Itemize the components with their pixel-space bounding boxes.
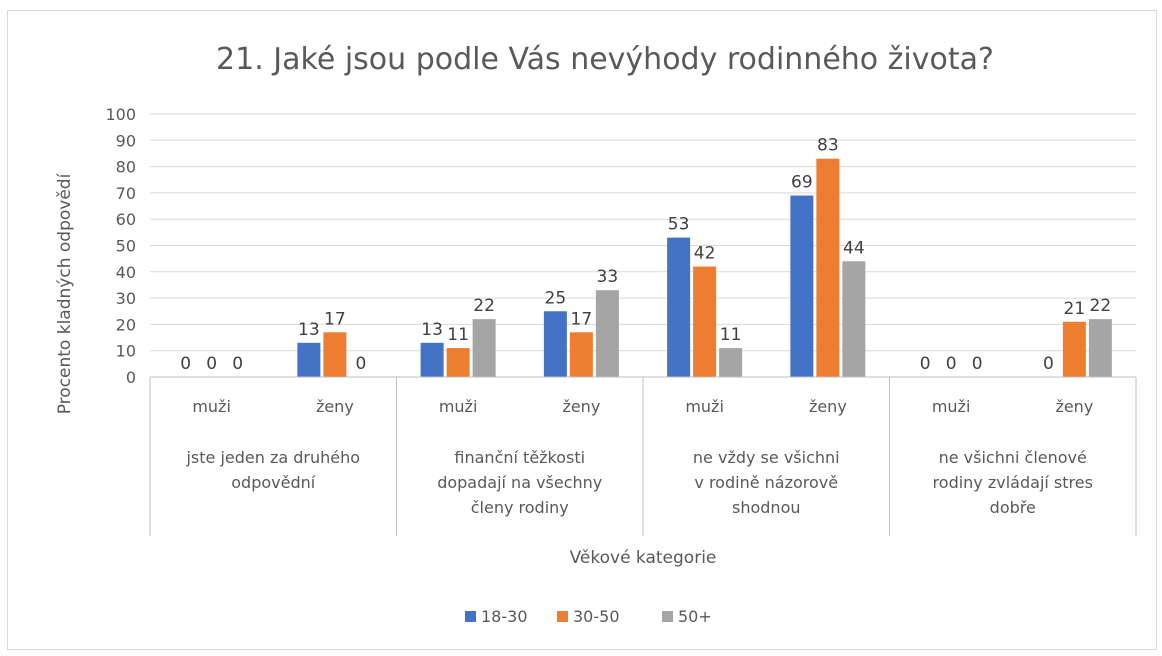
data-label: 11	[720, 325, 742, 345]
legend: 18-30 30-50 50+	[465, 607, 712, 626]
data-label: 0	[972, 354, 983, 374]
data-label: 17	[324, 309, 346, 329]
bar	[719, 348, 743, 377]
legend-label: 30-50	[573, 607, 620, 626]
data-label: 0	[920, 354, 931, 374]
group-label: ne vždy se všichni	[693, 448, 840, 467]
category-label: muži	[932, 397, 971, 416]
group-label: shodnou	[732, 498, 801, 517]
category-label: muži	[192, 397, 231, 416]
data-label: 22	[473, 296, 495, 316]
data-label: 42	[694, 244, 716, 264]
legend-swatch	[557, 611, 568, 622]
data-label: 13	[298, 320, 320, 340]
data-label: 13	[421, 320, 443, 340]
data-label: 0	[355, 354, 366, 374]
y-tick-label: 20	[116, 315, 136, 334]
group-label: v rodině názorově	[694, 473, 838, 492]
y-axis-label: Procento kladných odpovědí	[55, 172, 75, 414]
y-tick-label: 60	[116, 210, 136, 229]
y-tick-label: 50	[116, 237, 136, 256]
category-label: ženy	[316, 397, 354, 416]
group-label: finanční těžkosti	[454, 448, 585, 467]
bar	[1062, 321, 1086, 377]
data-label: 33	[597, 267, 619, 287]
y-tick-label: 70	[116, 184, 136, 203]
bar	[1088, 319, 1112, 377]
data-label: 44	[843, 238, 865, 258]
data-label: 22	[1090, 296, 1112, 316]
y-tick-label: 10	[116, 342, 136, 361]
legend-label: 18-30	[481, 607, 528, 626]
bars	[297, 158, 1112, 377]
data-label: 83	[817, 136, 839, 156]
bar	[569, 332, 593, 377]
y-tick-label: 90	[116, 131, 136, 150]
category-label: ženy	[562, 397, 600, 416]
data-label: 21	[1064, 299, 1086, 319]
bar	[595, 290, 619, 377]
data-label: 0	[1043, 354, 1054, 374]
bar	[842, 261, 866, 377]
bar	[790, 195, 814, 377]
legend-swatch	[465, 611, 476, 622]
data-label: 25	[545, 288, 567, 308]
bar	[472, 319, 496, 377]
x-axis-label: Věkové kategorie	[570, 548, 717, 568]
chart-frame: 21. Jaké jsou podle Vás nevýhody rodinné…	[7, 10, 1157, 650]
group-label: dobře	[990, 498, 1036, 517]
bar	[323, 332, 347, 377]
bar	[420, 342, 444, 377]
group-label: jste jeden za druhého	[185, 448, 360, 467]
y-tick-label: 30	[116, 289, 136, 308]
data-label: 0	[180, 354, 191, 374]
y-tick-label: 100	[105, 105, 136, 124]
legend-swatch	[662, 611, 673, 622]
y-axis-ticks: 0 10 20 30 40 50 60 70 80 90 100	[105, 105, 136, 387]
bar	[297, 342, 321, 377]
category-label: ženy	[809, 397, 847, 416]
data-label: 0	[206, 354, 217, 374]
data-label: 69	[791, 173, 813, 193]
group-label: rodiny zvládají stres	[933, 473, 1093, 492]
category-label: muži	[685, 397, 724, 416]
group-label: dopadají na všechny	[437, 473, 602, 492]
bar-chart: 21. Jaké jsou podle Vás nevýhody rodinné…	[55, 42, 1137, 626]
data-label: 0	[946, 354, 957, 374]
legend-label: 50+	[678, 607, 712, 626]
y-tick-label: 0	[126, 368, 136, 387]
category-axis: muži ženy muži ženy muži ženy muži ženy jste jed…	[149, 376, 1137, 536]
bar	[446, 348, 470, 377]
data-label: 53	[668, 215, 690, 235]
bar	[693, 266, 717, 377]
bar	[543, 311, 567, 377]
data-label: 11	[447, 325, 469, 345]
category-label: muži	[439, 397, 478, 416]
y-tick-label: 80	[116, 158, 136, 177]
group-label: odpovědní	[231, 473, 316, 492]
category-label: ženy	[1055, 397, 1093, 416]
chart-title: 21. Jaké jsou podle Vás nevýhody rodinné…	[216, 42, 994, 77]
y-tick-label: 40	[116, 263, 136, 282]
bar	[816, 158, 840, 377]
bar	[667, 237, 691, 377]
group-label: ne všichni členové	[939, 448, 1087, 467]
data-label: 0	[232, 354, 243, 374]
group-label: členy rodiny	[471, 498, 569, 517]
data-label: 17	[571, 309, 593, 329]
